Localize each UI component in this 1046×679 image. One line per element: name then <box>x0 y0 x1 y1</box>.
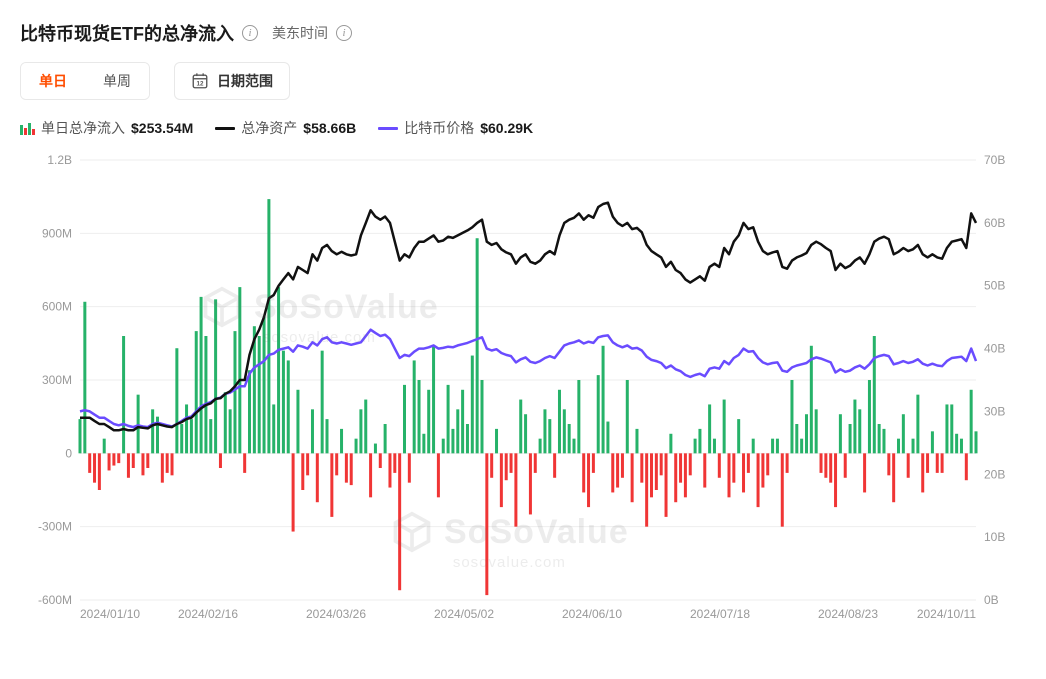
svg-text:40B: 40B <box>984 342 1005 356</box>
line-swatch-icon <box>215 127 235 130</box>
svg-text:50B: 50B <box>984 279 1005 293</box>
line-swatch-icon <box>378 127 398 130</box>
svg-text:300M: 300M <box>42 373 72 387</box>
legend-line2-label: 比特币价格 <box>404 118 474 138</box>
svg-text:20B: 20B <box>984 467 1005 481</box>
tab-weekly[interactable]: 单周 <box>85 63 149 99</box>
legend-bars-label: 单日总净流入 <box>41 118 125 138</box>
main-chart[interactable]: -600M -300M 0 300M 600M 900M 1.2B 0B 10B 20B 30B 40… <box>20 150 1026 630</box>
bars-swatch-icon <box>20 121 35 135</box>
info-icon[interactable]: i <box>242 25 258 41</box>
svg-text:2024/02/16: 2024/02/16 <box>178 607 238 621</box>
svg-text:0B: 0B <box>984 593 999 607</box>
svg-text:10B: 10B <box>984 530 1005 544</box>
svg-text:60B: 60B <box>984 216 1005 230</box>
svg-text:2024/06/10: 2024/06/10 <box>562 607 622 621</box>
svg-text:0: 0 <box>65 446 72 460</box>
svg-text:12: 12 <box>196 81 204 88</box>
info-icon[interactable]: i <box>336 25 352 41</box>
svg-text:30B: 30B <box>984 404 1005 418</box>
tab-daily[interactable]: 单日 <box>21 63 85 99</box>
chart-canvas: -600M -300M 0 300M 600M 900M 1.2B 0B 10B 20B 30B 40… <box>20 150 1026 630</box>
svg-text:-300M: -300M <box>38 520 72 534</box>
svg-text:900M: 900M <box>42 226 72 240</box>
legend-line2-value: $60.29K <box>480 120 533 136</box>
svg-text:2024/10/11: 2024/10/11 <box>917 607 976 621</box>
svg-text:70B: 70B <box>984 153 1005 167</box>
page-title: 比特币现货ETF的总净流入 <box>20 20 234 46</box>
chart-legend: 单日总净流入 $253.54M 总净资产 $58.66B 比特币价格 $60.2… <box>20 118 1026 138</box>
svg-text:2024/07/18: 2024/07/18 <box>690 607 750 621</box>
svg-text:600M: 600M <box>42 300 72 314</box>
svg-text:2024/03/26: 2024/03/26 <box>306 607 366 621</box>
legend-btc-price: 比特币价格 $60.29K <box>378 118 533 138</box>
legend-line1-label: 总净资产 <box>241 118 297 138</box>
date-range-label: 日期范围 <box>217 71 273 91</box>
legend-total-assets: 总净资产 $58.66B <box>215 118 356 138</box>
calendar-icon: 12 <box>191 72 209 90</box>
legend-bars: 单日总净流入 $253.54M <box>20 118 193 138</box>
svg-text:-600M: -600M <box>38 593 72 607</box>
legend-bars-value: $253.54M <box>131 120 193 136</box>
legend-line1-value: $58.66B <box>303 120 356 136</box>
svg-text:1.2B: 1.2B <box>47 153 72 167</box>
svg-text:2024/05/02: 2024/05/02 <box>434 607 494 621</box>
svg-text:2024/08/23: 2024/08/23 <box>818 607 878 621</box>
svg-text:2024/01/10: 2024/01/10 <box>80 607 140 621</box>
timezone-label: 美东时间 <box>272 23 328 43</box>
date-range-button[interactable]: 12 日期范围 <box>174 62 290 100</box>
period-tabs: 单日 单周 <box>20 62 150 100</box>
